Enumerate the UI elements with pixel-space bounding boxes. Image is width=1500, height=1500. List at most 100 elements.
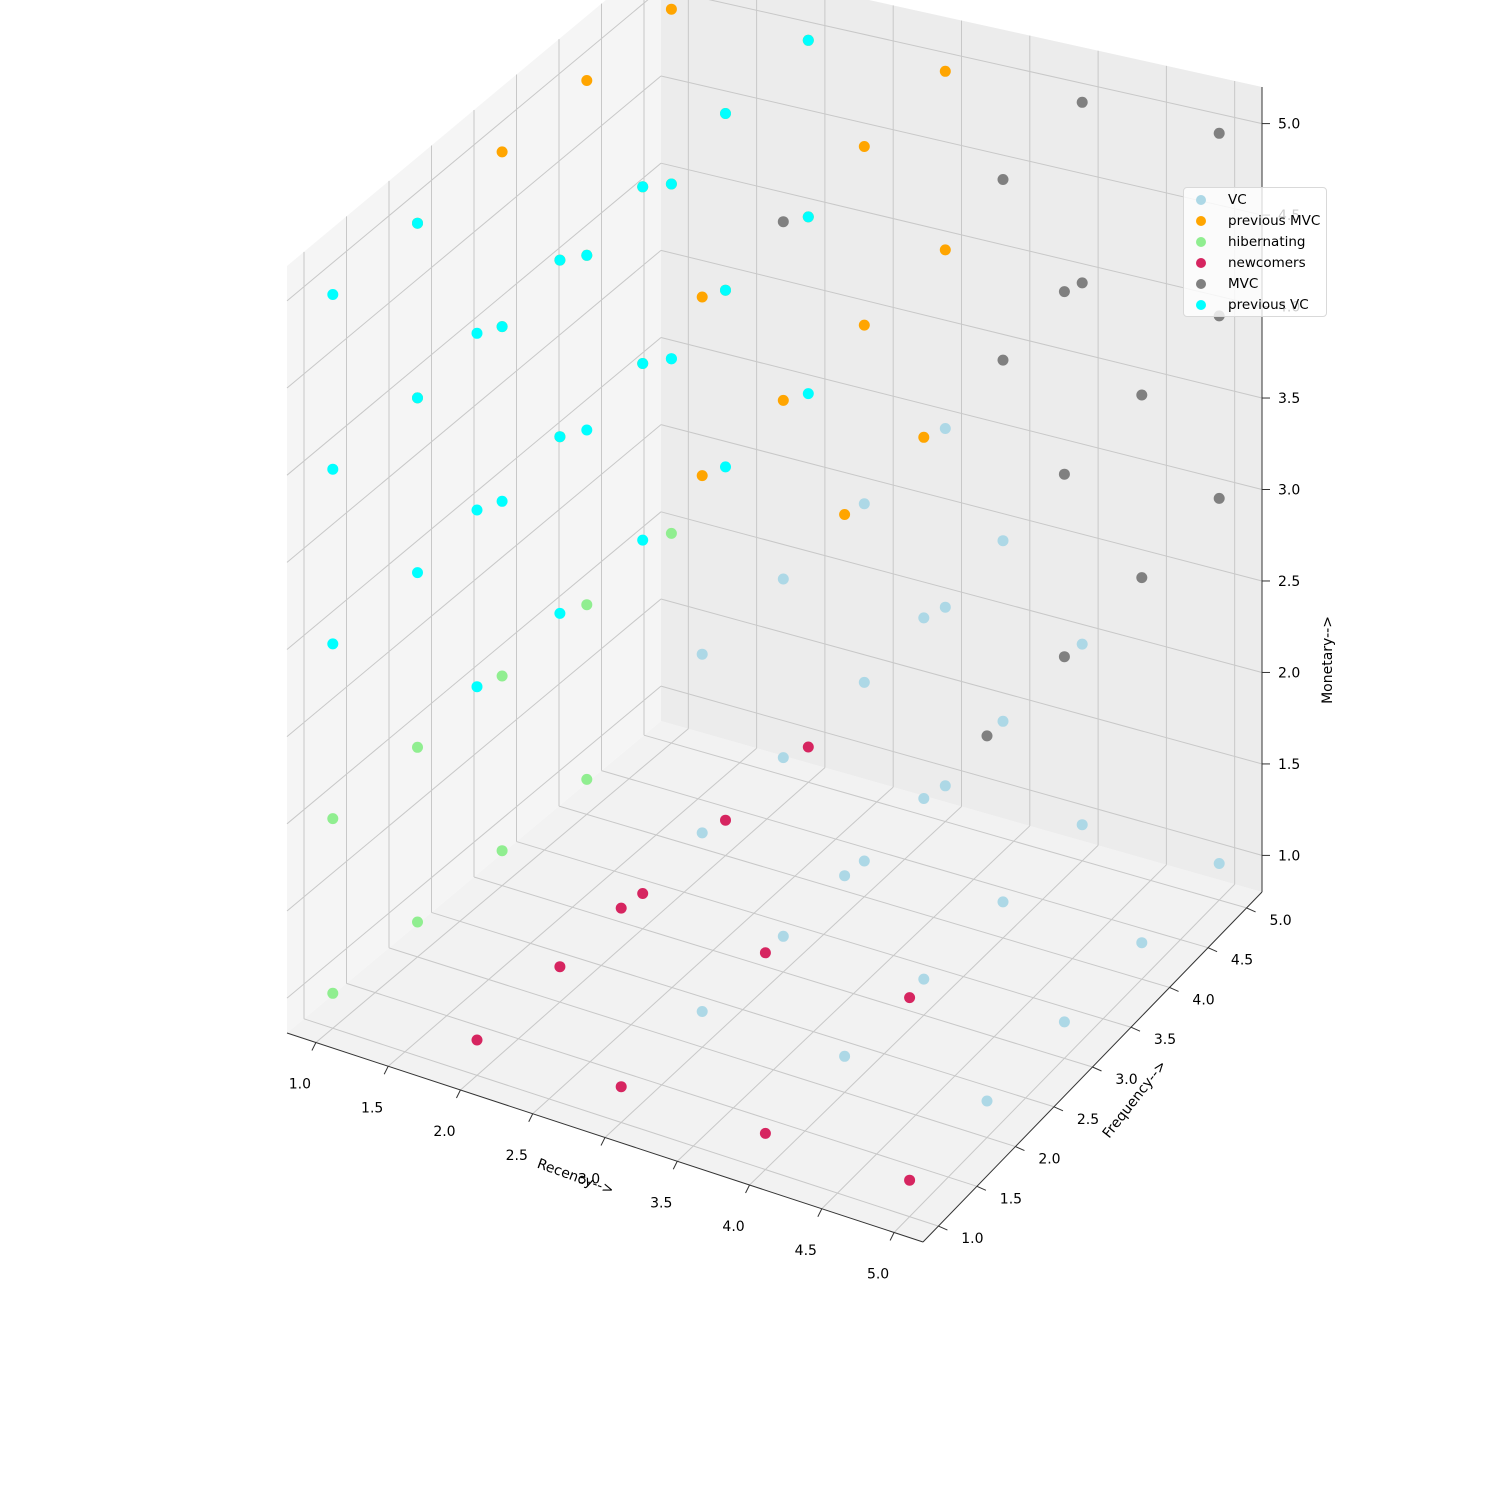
y-tick-label: 4.5 <box>1231 953 1253 969</box>
x-tick-label: 4.5 <box>795 1243 817 1259</box>
y-tick-label: 4.0 <box>1192 992 1214 1008</box>
point-previous-vc <box>471 327 483 339</box>
point-previous-vc <box>802 211 814 223</box>
z-tick-label: 2.0 <box>1278 665 1300 681</box>
z-tick-label: 1.0 <box>1278 848 1300 864</box>
data-points <box>327 3 1225 1186</box>
point-newcomers <box>802 741 814 753</box>
point-previous-vc <box>412 217 423 229</box>
point-vc <box>1136 937 1148 949</box>
legend: VC previous MVC hibernating newcomers MV… <box>1183 187 1327 317</box>
point-hibernating <box>496 845 508 857</box>
point-previous-vc <box>496 495 508 507</box>
point-vc <box>839 1050 851 1062</box>
point-hibernating <box>665 527 677 539</box>
point-previous-vc <box>412 392 423 404</box>
point-newcomers <box>615 1081 627 1093</box>
x-tick-label: 3.0 <box>578 1172 600 1188</box>
point-previous-vc <box>471 681 483 693</box>
point-newcomers <box>904 992 916 1004</box>
point-vc <box>777 752 789 764</box>
y-tick-label: 2.0 <box>1038 1152 1060 1168</box>
point-previous-mvc <box>696 470 708 482</box>
x-tick-label: 2.5 <box>506 1148 528 1164</box>
point-previous-mvc <box>696 291 708 303</box>
legend-label-vc: VC <box>1228 191 1247 208</box>
point-previous-mvc <box>858 319 870 331</box>
point-mvc <box>1058 468 1070 480</box>
point-vc <box>858 855 870 867</box>
y-axis-label: Frequency--> <box>1100 1058 1170 1142</box>
point-previous-vc <box>471 504 483 516</box>
x-tick-label: 5.0 <box>867 1267 889 1283</box>
y-tick-label: 1.5 <box>1000 1191 1022 1207</box>
z-tick-label: 2.5 <box>1278 574 1300 590</box>
point-vc <box>858 676 870 688</box>
point-mvc <box>1136 389 1148 401</box>
point-vc <box>839 870 851 882</box>
point-previous-mvc <box>581 75 593 86</box>
point-previous-mvc <box>839 509 851 520</box>
point-vc <box>918 973 930 985</box>
legend-item-previous-mvc: previous MVC <box>1196 210 1320 231</box>
y-tick-label: 2.5 <box>1077 1112 1099 1128</box>
point-previous-vc <box>496 321 508 333</box>
legend-marker-newcomers <box>1196 257 1206 268</box>
point-vc <box>939 423 951 434</box>
point-vc <box>997 535 1009 547</box>
point-hibernating <box>496 670 508 682</box>
point-previous-mvc <box>939 244 951 256</box>
point-newcomers <box>720 814 731 826</box>
legend-marker-hibernating <box>1196 236 1206 247</box>
point-vc <box>1213 858 1225 869</box>
point-newcomers <box>637 888 649 899</box>
point-previous-mvc <box>918 431 930 443</box>
legend-marker-previous-mvc <box>1196 215 1206 226</box>
point-previous-vc <box>637 181 649 193</box>
y-tick-label: 3.5 <box>1154 1032 1176 1048</box>
point-vc <box>981 1095 993 1107</box>
z-tick-label: 3.0 <box>1278 483 1300 499</box>
point-vc <box>696 1006 708 1017</box>
point-mvc <box>777 216 789 228</box>
point-previous-vc <box>720 461 731 473</box>
point-newcomers <box>904 1174 916 1186</box>
point-previous-mvc <box>858 141 870 152</box>
axis-panes <box>287 0 1262 1242</box>
point-mvc <box>981 730 993 742</box>
point-newcomers <box>615 902 627 914</box>
legend-label-previous-vc: previous VC <box>1228 296 1309 313</box>
point-previous-vc <box>412 567 423 579</box>
point-hibernating <box>581 599 593 611</box>
point-newcomers <box>471 1034 483 1046</box>
y-tick-label: 1.0 <box>961 1231 983 1247</box>
point-previous-vc <box>665 178 677 190</box>
point-vc <box>939 601 951 613</box>
z-tick-label: 1.5 <box>1278 757 1300 773</box>
point-previous-vc <box>802 34 814 46</box>
point-vc <box>858 498 870 510</box>
point-previous-vc <box>554 431 566 443</box>
point-previous-mvc <box>496 146 508 158</box>
legend-label-hibernating: hibernating <box>1228 233 1306 250</box>
point-vc <box>1058 1016 1070 1028</box>
point-vc <box>696 648 708 660</box>
x-tick-label: 3.5 <box>650 1195 672 1211</box>
point-previous-vc <box>720 108 731 119</box>
point-vc <box>997 896 1009 908</box>
point-mvc <box>1058 651 1070 663</box>
z-tick-label: 5.0 <box>1278 117 1300 133</box>
point-vc <box>1076 819 1088 831</box>
legend-label-mvc: MVC <box>1228 275 1259 292</box>
legend-item-mvc: MVC <box>1196 273 1258 294</box>
point-mvc <box>1213 492 1225 504</box>
point-vc <box>1076 638 1088 650</box>
point-mvc <box>1058 286 1070 298</box>
point-vc <box>939 780 951 792</box>
legend-marker-vc <box>1196 194 1206 205</box>
x-tick-label: 4.0 <box>722 1219 744 1235</box>
legend-marker-mvc <box>1196 278 1206 289</box>
point-vc <box>918 793 930 804</box>
x-tick-label: 1.0 <box>289 1077 311 1093</box>
legend-item-newcomers: newcomers <box>1196 252 1306 273</box>
